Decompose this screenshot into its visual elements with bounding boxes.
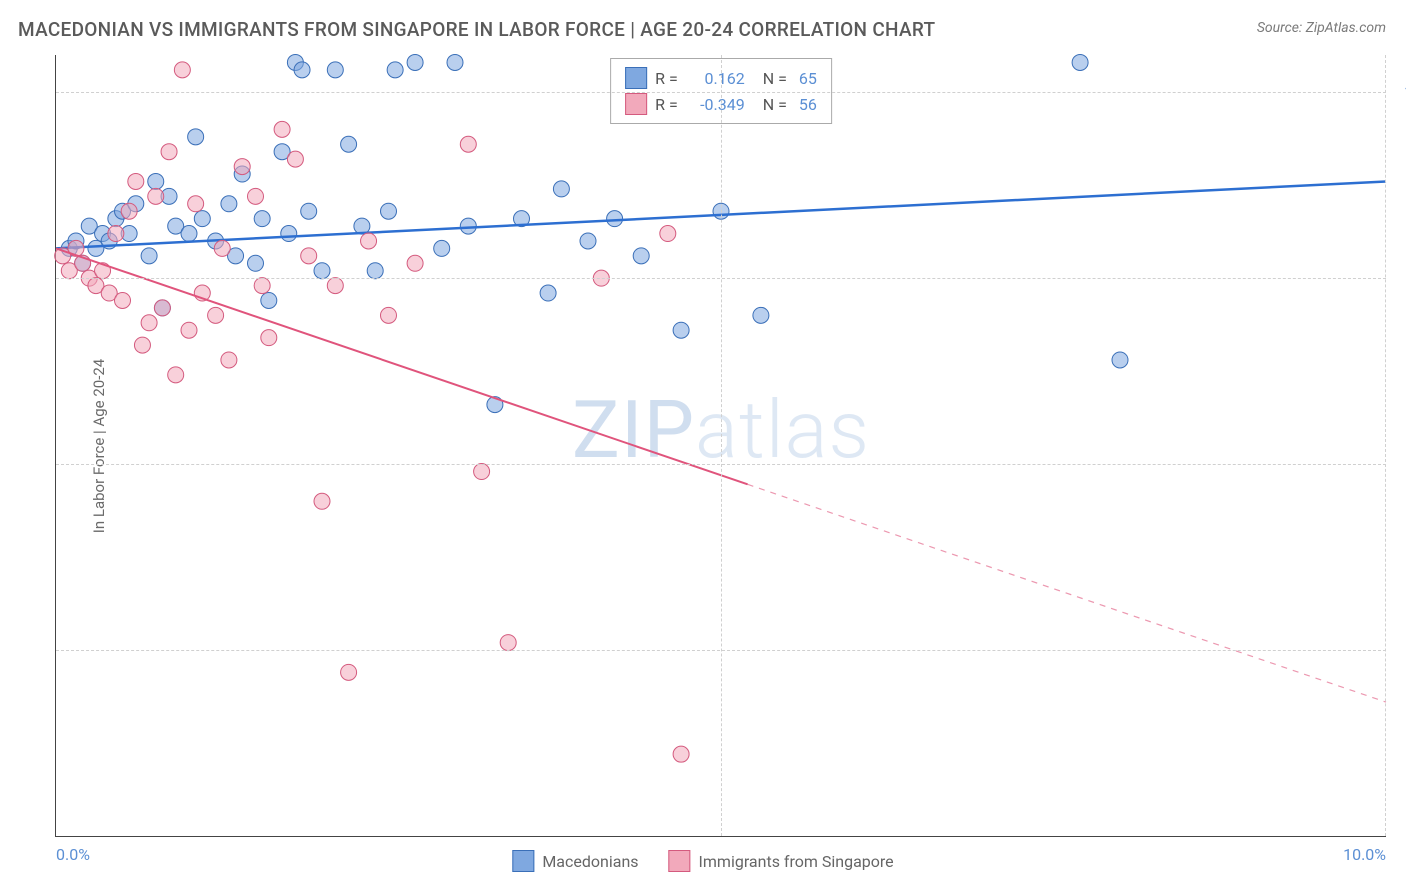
data-point	[460, 136, 476, 152]
data-point	[248, 255, 264, 271]
data-point	[287, 151, 303, 167]
data-point	[301, 203, 317, 219]
y-tick-label: 75.0%	[1396, 269, 1406, 288]
legend-swatch	[625, 67, 647, 89]
data-point	[660, 226, 676, 242]
regression-line-extrapolated	[748, 484, 1386, 702]
data-point	[301, 248, 317, 264]
data-point	[214, 240, 230, 256]
data-point	[381, 203, 397, 219]
data-point	[161, 144, 177, 160]
data-point	[154, 300, 170, 316]
data-point	[633, 248, 649, 264]
data-point	[148, 173, 164, 189]
data-point	[1072, 54, 1088, 70]
data-point	[194, 211, 210, 227]
data-point	[281, 226, 297, 242]
data-point	[254, 278, 270, 294]
data-point	[148, 188, 164, 204]
data-point	[753, 307, 769, 323]
data-point	[108, 226, 124, 242]
data-point	[261, 292, 277, 308]
data-point	[447, 54, 463, 70]
data-point	[460, 218, 476, 234]
data-point	[387, 62, 403, 78]
data-point	[174, 62, 190, 78]
data-point	[580, 233, 596, 249]
data-point	[1112, 352, 1128, 368]
data-point	[261, 330, 277, 346]
data-point	[341, 136, 357, 152]
data-point	[553, 181, 569, 197]
data-point	[434, 240, 450, 256]
data-point	[361, 233, 377, 249]
data-point	[188, 196, 204, 212]
data-point	[188, 129, 204, 145]
plot-area: ZIPatlas R = 0.162 N = 65 R = -0.349 N =…	[55, 55, 1386, 837]
gridline-v	[1385, 55, 1386, 836]
legend-r-label: R =	[655, 95, 678, 114]
legend-swatch	[512, 850, 534, 872]
legend-item: Macedonians	[512, 850, 638, 872]
data-point	[234, 159, 250, 175]
data-point	[274, 121, 290, 137]
source-label: Source: ZipAtlas.com	[1257, 20, 1386, 36]
regression-line	[56, 248, 748, 484]
data-point	[673, 322, 689, 338]
legend-swatch	[625, 93, 647, 115]
data-point	[134, 337, 150, 353]
legend-item: Immigrants from Singapore	[669, 850, 894, 872]
data-point	[248, 188, 264, 204]
data-point	[407, 255, 423, 271]
legend-n-value: 56	[799, 95, 817, 114]
data-point	[115, 292, 131, 308]
data-point	[341, 664, 357, 680]
data-point	[168, 367, 184, 383]
data-point	[500, 635, 516, 651]
data-point	[327, 62, 343, 78]
data-point	[141, 315, 157, 331]
data-point	[128, 173, 144, 189]
legend-label: Macedonians	[542, 852, 638, 871]
data-point	[208, 307, 224, 323]
data-point	[314, 493, 330, 509]
data-point	[474, 464, 490, 480]
legend-n-label: N =	[763, 69, 787, 88]
y-tick-label: 100.0%	[1396, 83, 1406, 102]
legend-n-label: N =	[763, 95, 787, 114]
data-point	[181, 322, 197, 338]
legend-n-value: 65	[799, 69, 817, 88]
data-point	[367, 263, 383, 279]
data-point	[294, 62, 310, 78]
legend-swatch	[669, 850, 691, 872]
data-point	[121, 203, 137, 219]
legend-r-label: R =	[655, 69, 678, 88]
data-point	[181, 226, 197, 242]
data-point	[607, 211, 623, 227]
legend-r-value: 0.162	[690, 69, 745, 88]
correlation-chart: MACEDONIAN VS IMMIGRANTS FROM SINGAPORE …	[0, 0, 1406, 892]
data-point	[221, 352, 237, 368]
gridline-v	[721, 55, 722, 836]
data-point	[540, 285, 556, 301]
data-point	[407, 54, 423, 70]
data-point	[381, 307, 397, 323]
legend-label: Immigrants from Singapore	[699, 852, 894, 871]
series-legend: Macedonians Immigrants from Singapore	[512, 850, 893, 872]
x-tick-label: 0.0%	[56, 845, 90, 864]
data-point	[673, 746, 689, 762]
y-tick-label: 50.0%	[1396, 455, 1406, 474]
data-point	[327, 278, 343, 294]
data-point	[314, 263, 330, 279]
data-point	[221, 196, 237, 212]
legend-r-value: -0.349	[690, 95, 745, 114]
chart-title: MACEDONIAN VS IMMIGRANTS FROM SINGAPORE …	[18, 18, 935, 41]
y-tick-label: 25.0%	[1396, 641, 1406, 660]
data-point	[254, 211, 270, 227]
x-tick-label: 10.0%	[1343, 845, 1386, 864]
data-point	[141, 248, 157, 264]
